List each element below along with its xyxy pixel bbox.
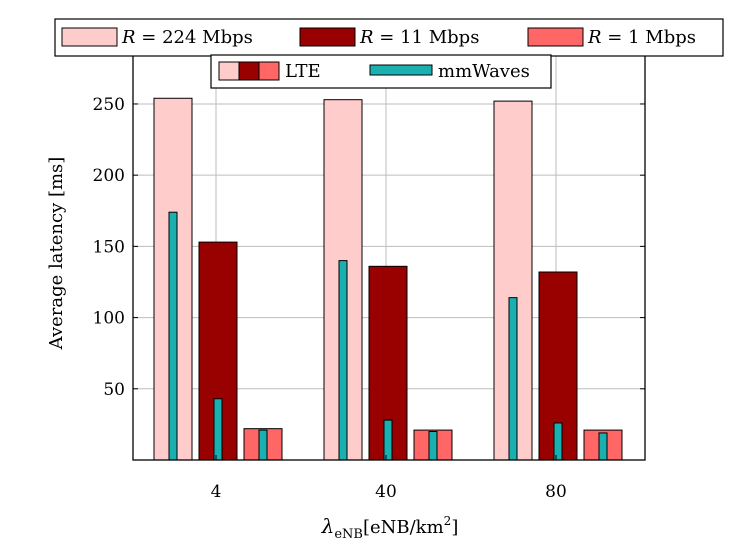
bar-mmwaves-0-cat-4 (168, 211, 178, 461)
legend-label-224-prefix: R (121, 27, 136, 48)
legend-tech: LTE mmWaves (210, 54, 552, 89)
y-tick-label-200: 200 (93, 166, 125, 186)
x-axis-label: λeNB[eNB/km2] (321, 514, 459, 542)
bars (153, 97, 623, 461)
legend-label-1-prefix: R (587, 27, 602, 48)
legend-swatch-lte-224 (218, 61, 240, 81)
x-tick-label-40: 40 (375, 482, 397, 502)
y-axis-label: Average latency [ms] (46, 157, 67, 351)
y-tick-label-250: 250 (93, 95, 125, 115)
legend-label-lte: LTE (285, 61, 321, 82)
legend-swatch-1 (527, 27, 584, 47)
legend-swatch-lte-11 (238, 61, 260, 81)
legend-label-mmwaves: mmWaves (438, 61, 530, 82)
axis-ticks: 50 100 150 200 250 4 40 80 (93, 95, 645, 502)
legend-label-224-value: = 224 Mbps (136, 27, 253, 48)
legend-label-1: R = 1 Mbps (587, 27, 696, 48)
legend-swatch-mmwaves (369, 64, 433, 76)
x-axis-label-unit: [eNB/km (363, 517, 444, 538)
x-tick-label-80: 80 (545, 482, 567, 502)
x-axis-label-sup: 2 (444, 514, 452, 528)
bar-mmwaves-1-cat-40 (383, 419, 393, 461)
bar-mmwaves-0-cat-80 (508, 297, 518, 461)
y-tick-label-150: 150 (93, 237, 125, 257)
x-tick-label-4: 4 (211, 482, 222, 502)
bar-mmwaves-1-cat-4 (213, 398, 223, 461)
bar-mmwaves-1-cat-80 (553, 422, 563, 461)
legend-swatch-11 (299, 27, 356, 47)
y-tick-label-100: 100 (93, 309, 125, 329)
legend-rates: R = 224 Mbps R = 11 Mbps R = 1 Mbps (54, 18, 724, 57)
bar-mmwaves-2-cat-4 (258, 429, 268, 461)
legend-label-11-value: = 11 Mbps (374, 27, 480, 48)
legend-label-1-value: = 1 Mbps (602, 27, 696, 48)
bar-mmwaves-0-cat-40 (338, 260, 348, 461)
bar-mmwaves-2-cat-40 (428, 431, 438, 461)
legend-label-11: R = 11 Mbps (359, 27, 479, 48)
x-axis-label-sub: eNB (334, 527, 363, 542)
x-axis-label-symbol: λ (321, 514, 335, 538)
legend-rates-box (54, 18, 724, 57)
x-axis-label-close: ] (451, 517, 458, 538)
legend-swatch-224 (61, 27, 118, 47)
bar-mmwaves-2-cat-80 (598, 432, 608, 461)
y-tick-label-50: 50 (103, 380, 125, 400)
legend-swatch-lte-1 (258, 61, 280, 81)
legend-label-224: R = 224 Mbps (121, 27, 253, 48)
legend-label-11-prefix: R (359, 27, 374, 48)
